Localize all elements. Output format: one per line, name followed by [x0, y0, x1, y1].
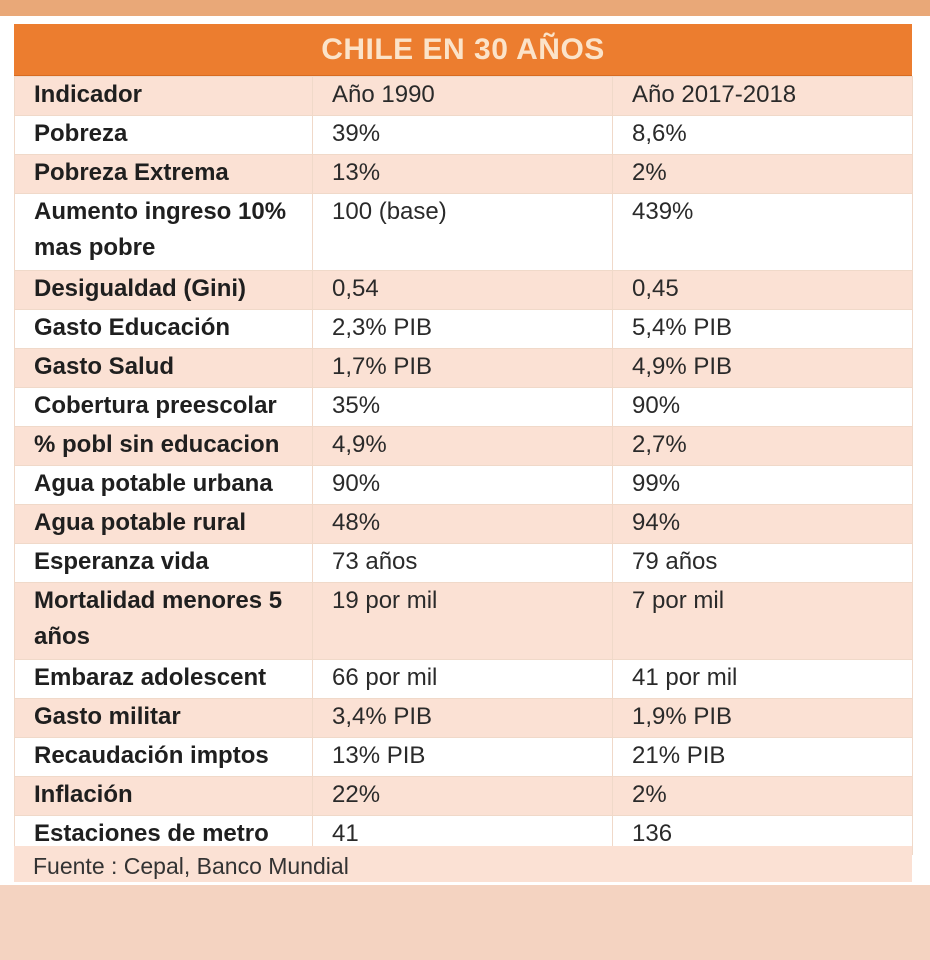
indicator-cell: Mortalidad menores 5 años — [14, 582, 313, 660]
value-1990-cell: 0,54 — [312, 270, 613, 310]
table-row: Gasto militar 3,4% PIB 1,9% PIB — [14, 698, 913, 738]
value-1990-cell: 22% — [312, 776, 613, 816]
top-decorative-band — [0, 0, 930, 16]
indicator-cell: Embaraz adolescent — [14, 659, 313, 699]
value-2017-cell: 5,4% PIB — [612, 309, 913, 349]
value-1990-cell: 3,4% PIB — [312, 698, 613, 738]
value-2017-cell: 21% PIB — [612, 737, 913, 777]
table-row: Embaraz adolescent 66 por mil 41 por mil — [14, 659, 913, 699]
value-1990-cell: 35% — [312, 387, 613, 427]
value-2017-cell: 99% — [612, 465, 913, 505]
table-row: Desigualdad (Gini) 0,54 0,45 — [14, 270, 913, 310]
value-1990-cell: 13% — [312, 154, 613, 194]
value-1990-cell: 1,7% PIB — [312, 348, 613, 388]
infographic-card: CHILE EN 30 AÑOS Indicador Año 1990 Año … — [14, 24, 913, 882]
table-row: Gasto Salud 1,7% PIB 4,9% PIB — [14, 348, 913, 388]
value-1990-cell: 90% — [312, 465, 613, 505]
table-title: CHILE EN 30 AÑOS — [14, 24, 912, 76]
table-row: Aumento ingreso 10% mas pobre 100 (base)… — [14, 193, 913, 271]
bottom-decorative-band — [0, 885, 930, 960]
table-row: % pobl sin educacion 4,9% 2,7% — [14, 426, 913, 466]
table-row: Esperanza vida 73 años 79 años — [14, 543, 913, 583]
value-2017-cell: 2% — [612, 154, 913, 194]
indicator-cell: Agua potable urbana — [14, 465, 313, 505]
value-2017-cell: 4,9% PIB — [612, 348, 913, 388]
value-1990-cell: 4,9% — [312, 426, 613, 466]
source-note: Fuente : Cepal, Banco Mundial — [33, 853, 349, 879]
value-1990-cell: 66 por mil — [312, 659, 613, 699]
value-2017-cell: 2,7% — [612, 426, 913, 466]
indicator-cell: Gasto Educación — [14, 309, 313, 349]
value-2017-cell: 1,9% PIB — [612, 698, 913, 738]
indicator-cell: % pobl sin educacion — [14, 426, 313, 466]
header-cell-indicador: Indicador — [14, 76, 313, 116]
value-2017-cell: 90% — [612, 387, 913, 427]
indicator-cell: Inflación — [14, 776, 313, 816]
value-1990-cell: 2,3% PIB — [312, 309, 613, 349]
value-1990-cell: 13% PIB — [312, 737, 613, 777]
value-2017-cell: 439% — [612, 193, 913, 271]
table-row: Inflación 22% 2% — [14, 776, 913, 816]
indicator-cell: Pobreza — [14, 115, 313, 155]
table-row: Recaudación imptos 13% PIB 21% PIB — [14, 737, 913, 777]
value-1990-cell: 73 años — [312, 543, 613, 583]
source-row-background — [14, 846, 912, 882]
header-cell-2017: Año 2017-2018 — [612, 76, 913, 116]
value-2017-cell: 79 años — [612, 543, 913, 583]
value-2017-cell: 8,6% — [612, 115, 913, 155]
indicator-cell: Desigualdad (Gini) — [14, 270, 313, 310]
indicator-cell: Aumento ingreso 10% mas pobre — [14, 193, 313, 271]
value-1990-cell: 100 (base) — [312, 193, 613, 271]
header-cell-1990: Año 1990 — [312, 76, 613, 116]
table-row: Agua potable rural 48% 94% — [14, 504, 913, 544]
value-1990-cell: 48% — [312, 504, 613, 544]
indicators-table: Indicador Año 1990 Año 2017-2018 Pobreza… — [14, 76, 913, 855]
table-row: Cobertura preescolar 35% 90% — [14, 387, 913, 427]
indicator-cell: Cobertura preescolar — [14, 387, 313, 427]
table-row: Gasto Educación 2,3% PIB 5,4% PIB — [14, 309, 913, 349]
indicator-cell: Recaudación imptos — [14, 737, 313, 777]
value-2017-cell: 2% — [612, 776, 913, 816]
value-2017-cell: 0,45 — [612, 270, 913, 310]
table-row: Mortalidad menores 5 años 19 por mil 7 p… — [14, 582, 913, 660]
value-1990-cell: 19 por mil — [312, 582, 613, 660]
indicator-cell: Gasto Salud — [14, 348, 313, 388]
indicator-cell: Agua potable rural — [14, 504, 313, 544]
value-2017-cell: 7 por mil — [612, 582, 913, 660]
indicator-cell: Pobreza Extrema — [14, 154, 313, 194]
value-1990-cell: 39% — [312, 115, 613, 155]
header-row: Indicador Año 1990 Año 2017-2018 — [14, 76, 913, 116]
indicator-cell: Gasto militar — [14, 698, 313, 738]
table-row: Pobreza Extrema 13% 2% — [14, 154, 913, 194]
value-2017-cell: 94% — [612, 504, 913, 544]
indicator-cell: Esperanza vida — [14, 543, 313, 583]
table-row: Agua potable urbana 90% 99% — [14, 465, 913, 505]
table-row: Pobreza 39% 8,6% — [14, 115, 913, 155]
value-2017-cell: 41 por mil — [612, 659, 913, 699]
